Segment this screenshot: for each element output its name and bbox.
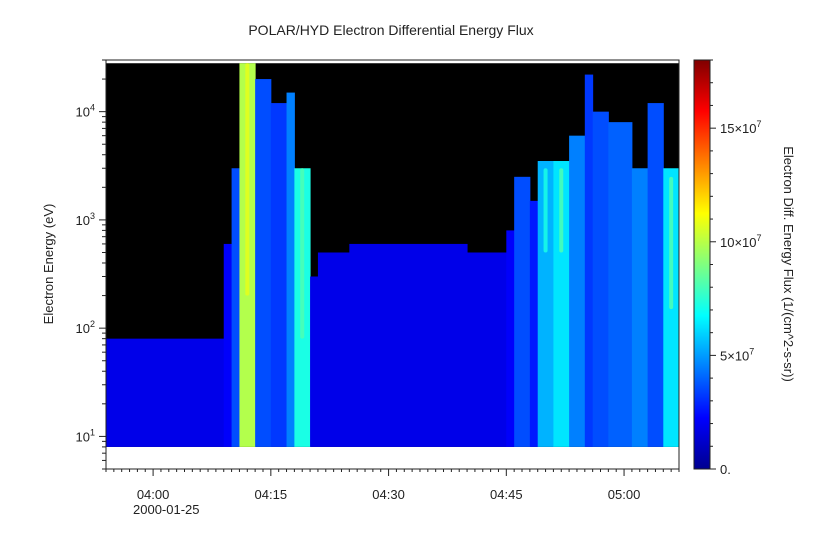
flux-segment-4 — [255, 79, 272, 447]
flux-segment-1 — [223, 243, 233, 447]
colorbar-tick-label: 15×107 — [720, 119, 762, 136]
plot-area — [106, 60, 679, 469]
chart-title: POLAR/HYD Electron Differential Energy F… — [248, 22, 533, 38]
y-tick-label: 102 — [76, 319, 95, 336]
flux-segment-5 — [270, 103, 288, 447]
flux-segment-12 — [506, 230, 515, 447]
flux-segment-0 — [106, 338, 225, 447]
colorbar-tick-label: 5×107 — [720, 346, 754, 363]
flux-bright-streaks — [245, 63, 674, 339]
y-tick-label: 103 — [76, 211, 95, 228]
y-axis-label: Electron Energy (eV) — [41, 204, 56, 325]
flux-streak-4 — [669, 176, 674, 310]
x-tick-label: 05:00 — [608, 487, 641, 502]
flux-segment-10 — [349, 243, 468, 447]
flux-segment-20 — [608, 122, 633, 447]
flux-segment-19 — [592, 111, 609, 447]
flux-segment-6 — [286, 92, 295, 447]
flux-segment-11 — [467, 252, 507, 447]
flux-segment-18 — [584, 74, 594, 447]
flux-segment-2 — [231, 168, 240, 447]
colorbar — [693, 59, 711, 470]
flux-segment-9 — [317, 252, 350, 447]
y-tick-label: 101 — [76, 427, 95, 444]
flux-segment-15 — [537, 161, 554, 447]
flux-segment-17 — [569, 135, 586, 447]
flux-streak-3 — [559, 168, 564, 253]
flux-segments — [106, 63, 679, 447]
colorbar-tick-label: 0. — [720, 462, 731, 477]
x-axis: 04:00 04:15 04:30 04:45 05:00 — [105, 469, 680, 502]
y-axis: 101 102 103 104 — [76, 59, 106, 470]
y-tick-label: 104 — [76, 103, 95, 120]
colorbar-ticks: 0. 5×107 10×107 15×107 — [710, 59, 762, 477]
x-date-label: 2000-01-25 — [133, 502, 200, 517]
plot-frame — [105, 59, 680, 470]
x-tick-label: 04:30 — [372, 487, 405, 502]
colorbar-label: Electron Diff. Energy Flux (1/(cm^2-s-sr… — [781, 146, 796, 382]
flux-segment-13 — [514, 176, 531, 447]
x-tick-label: 04:00 — [137, 487, 170, 502]
flux-streak-1 — [300, 168, 305, 339]
flux-segment-14 — [529, 200, 539, 447]
x-tick-label: 04:45 — [490, 487, 523, 502]
colorbar-tick-label: 10×107 — [720, 233, 762, 250]
flux-segment-21 — [631, 168, 649, 447]
flux-streak-2 — [543, 168, 548, 253]
flux-segment-22 — [647, 103, 664, 447]
flux-segment-16 — [553, 161, 570, 447]
x-tick-label: 04:15 — [255, 487, 288, 502]
flux-segment-8 — [310, 276, 319, 447]
flux-streak-0 — [245, 63, 250, 296]
